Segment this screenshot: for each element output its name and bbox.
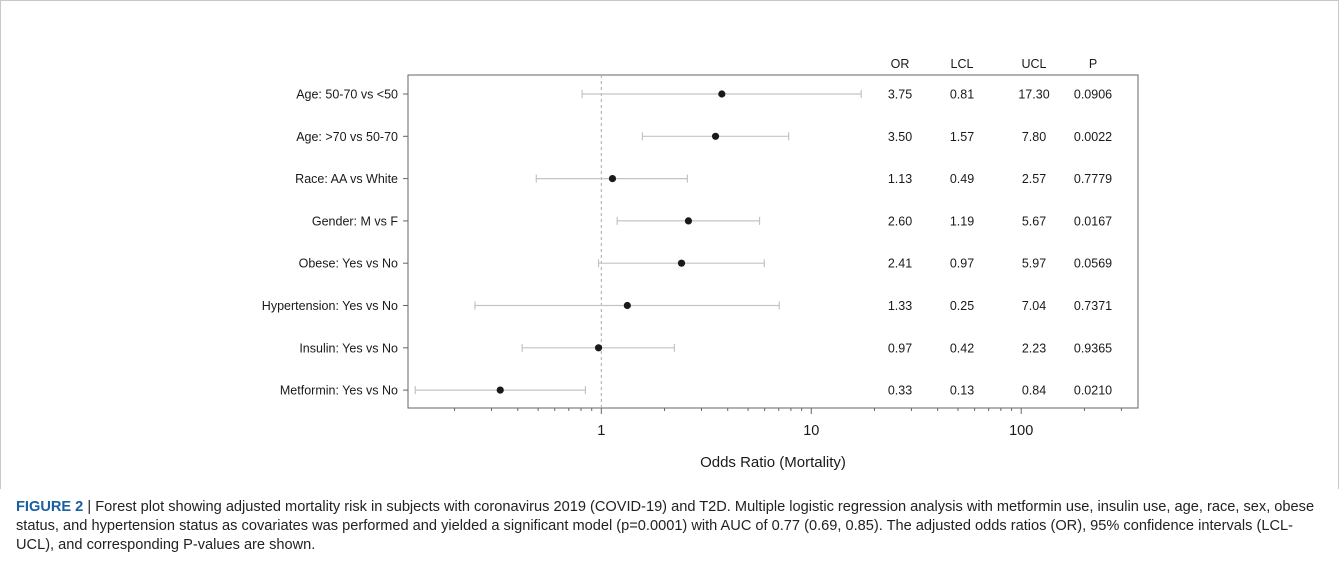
p-value: 0.7371 [1074, 299, 1112, 313]
table-header-lcl: LCL [951, 57, 974, 71]
forest-plot: 1 10 100 Odds Ratio (Mortality) OR LCL UCL P Age… [262, 57, 1139, 471]
caption-text: Forest plot showing adjusted mortality r… [16, 499, 1315, 553]
or-point [496, 386, 504, 394]
x-tick-label: 1 [597, 423, 605, 439]
lcl-value: 0.25 [950, 299, 974, 313]
row-label: Race: AA vs White [295, 172, 398, 186]
x-tick-label: 10 [803, 423, 819, 439]
or-point [684, 217, 693, 225]
lcl-value: 0.81 [950, 88, 974, 102]
lcl-value: 0.13 [950, 384, 974, 398]
or-value: 2.60 [888, 214, 912, 228]
ucl-value: 2.57 [1022, 172, 1046, 186]
or-value: 3.75 [888, 88, 912, 102]
figure-label: FIGURE 2 [16, 499, 84, 515]
figure-caption: FIGURE 2 | Forest plot showing adjusted … [16, 498, 1328, 555]
x-axis-title: Odds Ratio (Mortality) [700, 454, 846, 471]
plot-frame [407, 74, 1139, 409]
lcl-value: 0.49 [950, 172, 974, 186]
p-value: 0.9365 [1074, 341, 1112, 355]
ucl-value: 7.04 [1022, 299, 1046, 313]
ucl-value: 5.67 [1022, 214, 1046, 228]
lcl-value: 1.57 [950, 130, 974, 144]
or-point [608, 175, 617, 183]
table-header-p: P [1089, 57, 1097, 71]
or-value: 1.33 [888, 299, 912, 313]
or-point [594, 344, 603, 352]
figure-frame [0, 0, 1339, 489]
or-value: 0.97 [888, 341, 912, 355]
row-label: Metformin: Yes vs No [280, 384, 398, 398]
ucl-value: 17.30 [1018, 88, 1049, 102]
x-tick-label: 100 [1009, 423, 1033, 439]
lcl-value: 0.97 [950, 257, 974, 271]
row-label: Age: >70 vs 50-70 [296, 130, 398, 144]
row-label: Gender: M vs F [312, 214, 398, 228]
p-value: 0.0906 [1074, 88, 1112, 102]
p-value: 0.0167 [1074, 214, 1112, 228]
ucl-value: 5.97 [1022, 257, 1046, 271]
table-header-or: OR [891, 57, 910, 71]
row-label: Hypertension: Yes vs No [262, 299, 398, 313]
row-label: Obese: Yes vs No [299, 257, 398, 271]
or-point [718, 90, 726, 98]
or-point [623, 301, 631, 310]
p-value: 0.0569 [1074, 257, 1112, 271]
caption-separator: | [83, 499, 96, 515]
lcl-value: 0.42 [950, 341, 974, 355]
or-value: 3.50 [888, 130, 912, 144]
row-label: Insulin: Yes vs No [299, 341, 398, 355]
p-value: 0.7779 [1074, 172, 1112, 186]
ucl-value: 0.84 [1022, 384, 1046, 398]
or-value: 0.33 [888, 384, 912, 398]
or-value: 1.13 [888, 172, 912, 186]
or-point [677, 259, 686, 267]
ucl-value: 2.23 [1022, 341, 1046, 355]
p-value: 0.0210 [1074, 384, 1112, 398]
or-value: 2.41 [888, 257, 912, 271]
row-label: Age: 50-70 vs <50 [296, 88, 398, 102]
table-header-ucl: UCL [1021, 57, 1046, 71]
ucl-value: 7.80 [1022, 130, 1046, 144]
or-point [711, 132, 720, 140]
p-value: 0.0022 [1074, 130, 1112, 144]
lcl-value: 1.19 [950, 214, 974, 228]
